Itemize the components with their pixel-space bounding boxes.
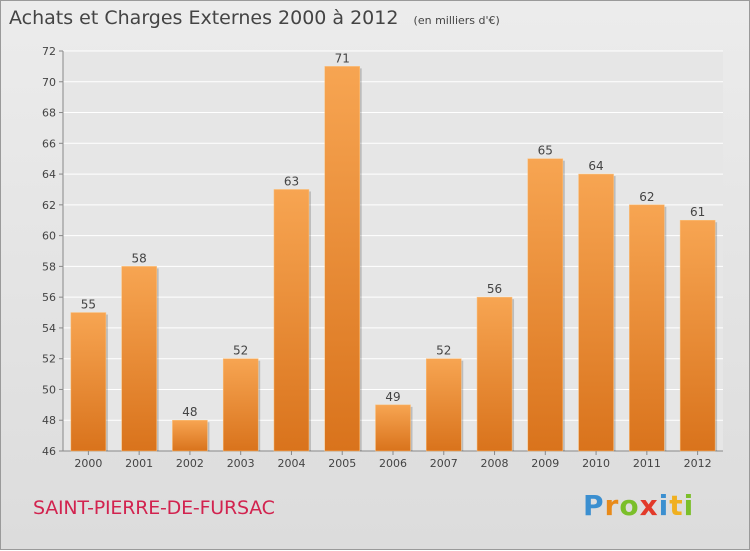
x-tick-label: 2002 xyxy=(176,457,204,470)
logo-letter: x xyxy=(639,489,659,522)
bar xyxy=(629,204,665,452)
bar xyxy=(222,358,259,452)
bar-value-label: 49 xyxy=(385,390,400,404)
bar xyxy=(324,66,360,452)
bar xyxy=(375,404,411,452)
y-tick-label: 62 xyxy=(42,199,56,212)
y-tick-label: 64 xyxy=(42,168,56,181)
y-tick-label: 66 xyxy=(42,137,56,150)
bar-value-label: 56 xyxy=(487,282,502,296)
y-tick-label: 72 xyxy=(42,45,56,58)
bar-value-label: 48 xyxy=(182,405,197,419)
y-tick-label: 56 xyxy=(42,291,56,304)
x-tick-label: 2011 xyxy=(633,457,661,470)
bar-value-label: 63 xyxy=(284,174,299,188)
y-tick-label: 52 xyxy=(42,353,56,366)
bar xyxy=(679,219,716,452)
x-tick-label: 2001 xyxy=(125,457,153,470)
x-tick-label: 2007 xyxy=(430,457,458,470)
logo-letter: r xyxy=(604,489,620,522)
logo-letter: i xyxy=(683,489,695,522)
y-tick-label: 60 xyxy=(42,230,56,243)
y-tick-label: 48 xyxy=(42,414,56,427)
chart-title: Achats et Charges Externes 2000 à 2012 xyxy=(9,7,399,29)
bar-value-label: 55 xyxy=(81,298,96,312)
bar-value-label: 58 xyxy=(132,251,147,265)
y-tick-label: 58 xyxy=(42,260,56,273)
x-tick-label: 2006 xyxy=(379,457,407,470)
bar xyxy=(426,358,462,452)
x-tick-label: 2003 xyxy=(227,457,255,470)
y-tick-label: 50 xyxy=(42,383,56,396)
bar xyxy=(172,419,208,452)
chart-subtitle: (en milliers d'€) xyxy=(413,14,500,27)
bar-value-label: 61 xyxy=(690,205,705,219)
commune-name: SAINT-PIERRE-DE-FURSAC xyxy=(33,497,275,519)
bar xyxy=(578,173,614,452)
bar-value-label: 52 xyxy=(233,344,248,358)
bar xyxy=(527,158,564,452)
x-tick-label: 2005 xyxy=(328,457,356,470)
bar xyxy=(70,312,107,452)
bar-value-label: 52 xyxy=(436,344,451,358)
y-tick-label: 46 xyxy=(42,445,56,458)
bar xyxy=(121,266,157,452)
title-block: Achats et Charges Externes 2000 à 2012 (… xyxy=(9,7,500,29)
x-tick-label: 2008 xyxy=(481,457,509,470)
bar-value-label: 62 xyxy=(639,190,654,204)
proxiti-logo: Proxiti xyxy=(583,489,694,522)
x-tick-label: 2010 xyxy=(582,457,610,470)
bar-value-label: 64 xyxy=(588,159,603,173)
x-tick-label: 2004 xyxy=(277,457,305,470)
logo-letter: P xyxy=(583,489,605,522)
x-tick-label: 2000 xyxy=(74,457,102,470)
logo-letter: o xyxy=(619,489,640,522)
bar-value-label: 65 xyxy=(538,144,553,158)
x-tick-label: 2009 xyxy=(531,457,559,470)
x-tick-label: 2012 xyxy=(684,457,712,470)
y-tick-label: 70 xyxy=(42,76,56,89)
y-tick-label: 54 xyxy=(42,322,56,335)
bar xyxy=(476,296,513,452)
logo-letter: i xyxy=(658,489,670,522)
bar-value-label: 71 xyxy=(335,51,350,65)
y-tick-label: 68 xyxy=(42,107,56,120)
bar xyxy=(273,189,310,452)
logo-letter: t xyxy=(669,489,684,522)
